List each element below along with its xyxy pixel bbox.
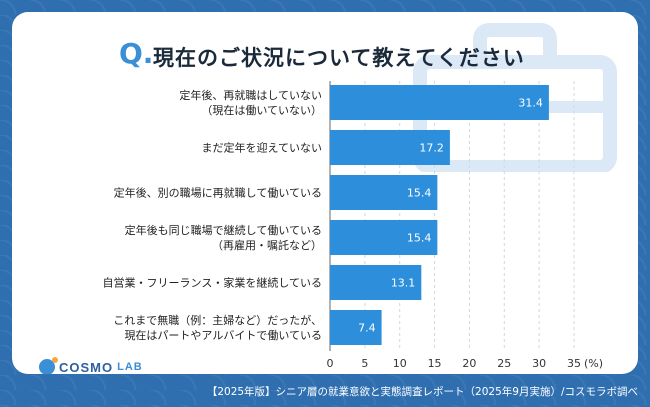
x-tick-label: 30 [532, 357, 546, 370]
x-tick-label: 20 [462, 357, 476, 370]
category-label: 自営業・フリーランス・家業を継続している [103, 276, 322, 290]
category-label: 現在はパートやアルバイトで働いている [124, 329, 322, 342]
bar [330, 85, 549, 120]
category-label: まだ定年を迎えていない [202, 141, 322, 155]
x-tick-label: 25 [497, 357, 511, 370]
bar-value-label: 15.4 [407, 187, 432, 200]
bar [330, 130, 450, 165]
x-tick-label: 0 [327, 357, 334, 370]
bar-value-label: 7.4 [358, 322, 376, 335]
x-tick-label: 35 [567, 357, 581, 370]
category-label: 定年後、再就職はしていない [179, 88, 322, 102]
bar-value-label: 17.2 [419, 142, 444, 155]
category-label: これまで無職（例：主婦など）だったが、 [113, 313, 322, 327]
x-tick-label: 10 [393, 357, 407, 370]
question-mark-label: Q. [119, 37, 154, 70]
bar [330, 175, 438, 210]
bar [330, 310, 382, 345]
x-tick-label: 15 [428, 357, 442, 370]
chart-card: Q. 現在のご状況について教えてください 0 5 10 15 20 25 30 35 (%) 31… [12, 12, 638, 374]
category-label: 定年後、別の職場に再就職して働いている [114, 186, 322, 200]
logo-main-text: COSMO [59, 359, 114, 375]
bar-chart: 0 5 10 15 20 25 30 35 (%) 31.4 定年後、再就職はしていない （現在は働い… [103, 81, 603, 370]
category-label: （再雇用・嘱託など） [212, 238, 322, 252]
x-unit-label: (%) [584, 357, 603, 370]
bar-value-label: 31.4 [518, 97, 543, 110]
category-label: （現在は働いていない） [201, 104, 322, 117]
cosmo-lab-logo: COSMO LAB [39, 357, 143, 375]
bar [330, 220, 438, 255]
logo-sub-text: LAB [117, 361, 143, 373]
bar [330, 265, 422, 300]
bar-value-label: 15.4 [407, 232, 432, 245]
logo-icon [39, 357, 58, 374]
x-tick-label: 5 [361, 357, 368, 370]
category-label: 定年後も同じ職場で継続して働いている [125, 223, 322, 237]
chart-title: 現在のご状況について教えてください [153, 46, 525, 70]
footer-source: 【2025年版】シニア層の就業意欲と実態調査レポート（2025年9月実施）/コス… [206, 386, 638, 398]
bar-value-label: 13.1 [391, 277, 416, 290]
